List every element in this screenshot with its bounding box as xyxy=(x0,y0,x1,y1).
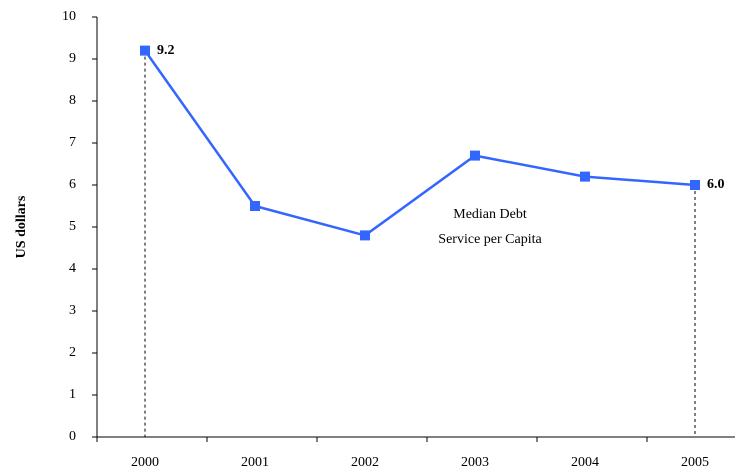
x-tick-label: 2000 xyxy=(131,455,159,470)
annotation: Service per Capita xyxy=(438,232,542,247)
y-axis-label: US dollars xyxy=(14,195,29,258)
y-tick-label: 8 xyxy=(69,93,76,108)
marker xyxy=(470,150,480,161)
y-tick-label: 1 xyxy=(69,387,76,402)
x-tick-label: 2002 xyxy=(351,455,379,470)
y-tick-label: 5 xyxy=(69,219,76,234)
marker xyxy=(140,45,150,56)
x-tick-label: 2003 xyxy=(461,455,489,470)
data-label: 9.2 xyxy=(157,43,175,58)
y-tick-label: 7 xyxy=(69,135,76,150)
data-label: 6.0 xyxy=(707,177,725,192)
y-tick-label: 0 xyxy=(69,429,76,444)
series-line xyxy=(143,49,696,237)
y-tick-label: 3 xyxy=(69,303,76,318)
x-tick-label: 2005 xyxy=(681,455,709,470)
marker xyxy=(360,230,370,241)
y-tick-label: 10 xyxy=(62,9,76,24)
marker xyxy=(690,180,700,190)
marker xyxy=(250,201,260,211)
y-tick-label: 9 xyxy=(69,51,76,66)
x-tick-label: 2004 xyxy=(571,455,599,470)
y-tick-label: 6 xyxy=(69,177,76,192)
marker xyxy=(580,171,590,182)
y-tick-label: 2 xyxy=(69,345,76,360)
y-tick-label: 4 xyxy=(69,261,76,276)
annotation: Median Debt xyxy=(453,207,527,222)
x-tick-label: 2001 xyxy=(241,455,269,470)
